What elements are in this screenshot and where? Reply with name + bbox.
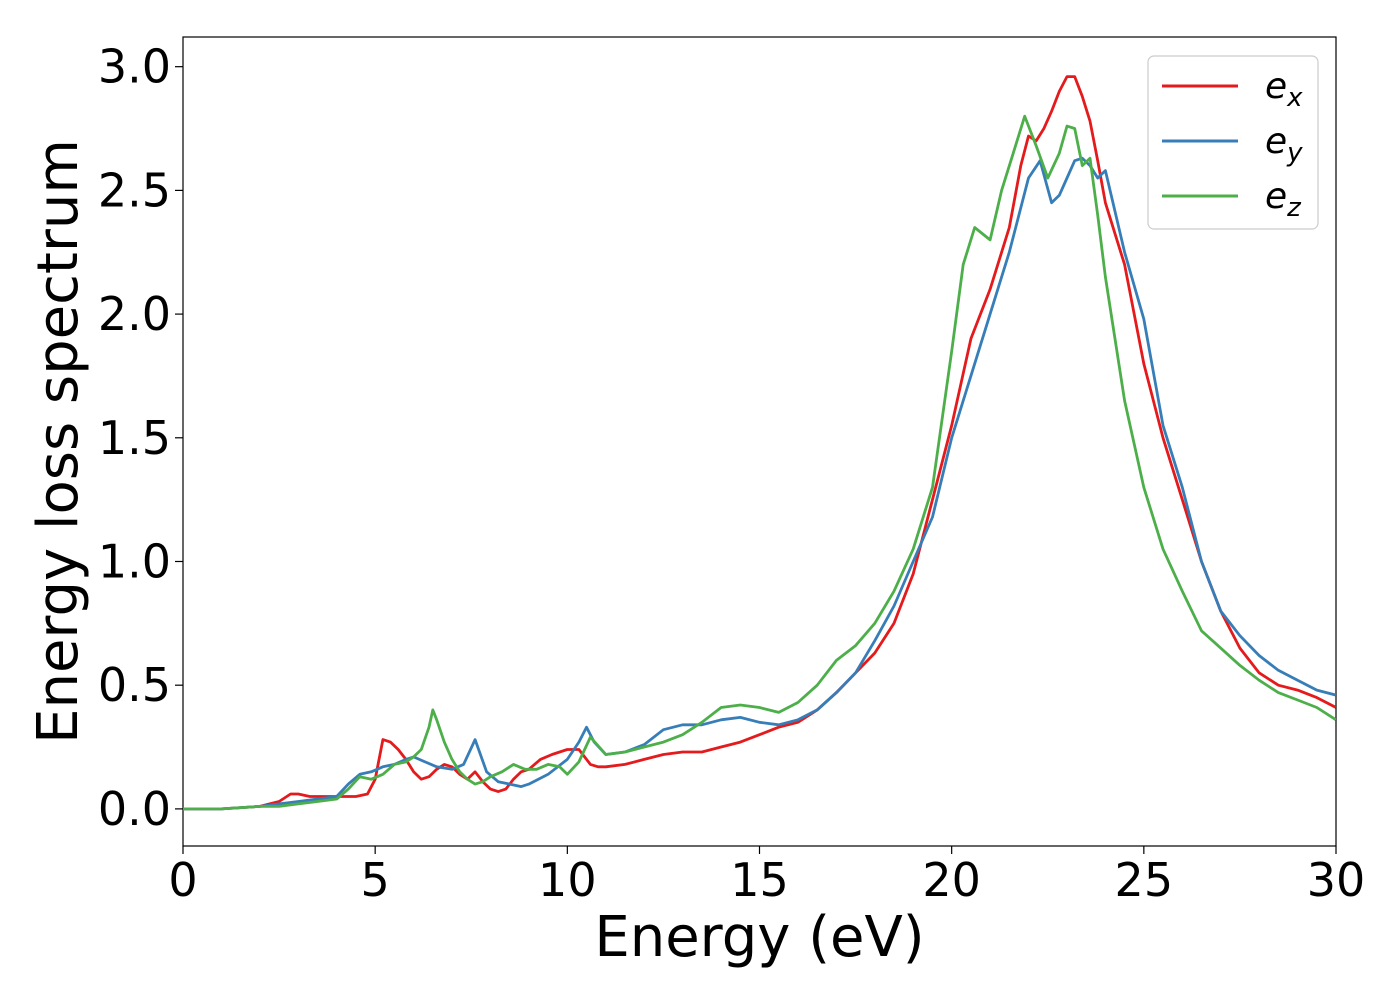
y-tick-label: 1.5 [98,411,171,465]
legend-entry-y: ey [1265,121,1303,168]
x-tick-label: 5 [361,853,390,907]
x-tick-label: 0 [168,853,197,907]
x-axis-title: Energy (eV) [594,905,924,970]
series-line-z [183,114,1336,811]
x-tick-label: 20 [922,853,981,907]
x-tick-label: 25 [1115,853,1174,907]
y-tick-label: 1.0 [98,534,171,588]
series-line-x [183,75,1336,811]
y-tick-label: 0.5 [98,658,171,712]
legend-entry-x: ex [1265,66,1303,113]
legend-entry-z: ez [1265,176,1302,223]
series-layer [183,75,1336,811]
axes-layer [182,36,1337,847]
series-line-y [183,156,1336,811]
plot-frame [182,36,1337,847]
ticks-layer: 0 5 10 15 20 25 30 0.0 0.5 1.0 1.5 2.0 2.5 3.0 [98,40,1365,907]
y-axis-title: Energy loss spectrum [26,139,91,744]
x-tick-label: 15 [730,853,789,907]
y-tick-label: 2.0 [98,287,171,341]
legend: ex ey ez [1147,55,1319,230]
y-tick-label: 0.0 [98,782,171,836]
y-tick-label: 3.0 [98,40,171,94]
x-tick-label: 30 [1307,853,1366,907]
x-tick-label: 10 [538,853,597,907]
y-tick-label: 2.5 [98,163,171,217]
